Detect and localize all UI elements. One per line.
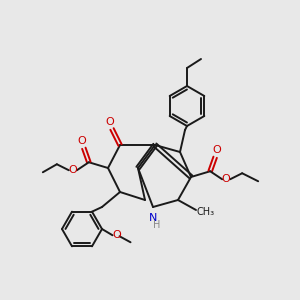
Text: N: N [149, 213, 157, 223]
Text: O: O [68, 165, 77, 175]
Text: O: O [112, 230, 121, 240]
Text: O: O [222, 174, 230, 184]
Text: CH₃: CH₃ [197, 207, 215, 217]
Text: O: O [213, 145, 221, 155]
Text: H: H [153, 220, 161, 230]
Text: O: O [77, 136, 86, 146]
Text: O: O [106, 117, 114, 127]
